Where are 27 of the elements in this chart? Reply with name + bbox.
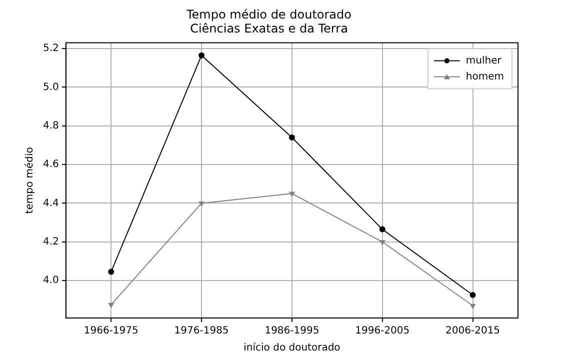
point (198, 201, 204, 206)
x-tick-label: 2006-2015 (446, 326, 500, 337)
y-tick-label: 4.8 (42, 120, 59, 132)
x-axis-title: início do doutorado (244, 342, 340, 354)
y-axis-title: tempo médio (24, 147, 36, 214)
point (289, 192, 295, 197)
y-tick-label: 4.6 (42, 159, 59, 170)
y-tick-label: 5.2 (42, 43, 59, 54)
legend-label: homem (466, 71, 504, 82)
chart-title: Tempo médio de doutorado Ciências Exatas e da Terra (186, 7, 352, 36)
point (288, 134, 295, 140)
point (470, 292, 476, 298)
point (198, 52, 205, 58)
x-tick-label: 1966-1975 (84, 326, 138, 337)
legend-label: mulher (466, 55, 502, 66)
y-tick-label: 4.4 (42, 198, 59, 209)
x-tick-label: 1986-1995 (264, 326, 320, 337)
point (108, 302, 114, 308)
y-tick-label: 5.0 (42, 82, 59, 93)
x-tick-label: 1996-2005 (355, 326, 410, 337)
point (380, 240, 386, 245)
point (379, 226, 386, 232)
y-tick-label: 4.2 (42, 236, 59, 248)
point (470, 304, 476, 309)
point (108, 268, 114, 275)
x-tick-label: 1976-1985 (174, 326, 229, 337)
y-tick-label: 4.0 (42, 275, 59, 286)
